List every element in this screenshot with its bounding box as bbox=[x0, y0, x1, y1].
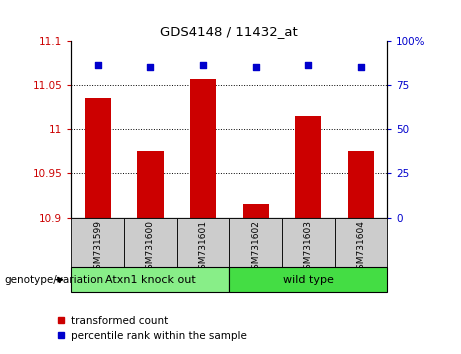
Point bbox=[94, 63, 101, 68]
Point bbox=[147, 64, 154, 70]
Bar bbox=[282, 218, 335, 267]
Bar bbox=[335, 218, 387, 267]
Bar bbox=[71, 267, 230, 292]
Text: GSM731603: GSM731603 bbox=[304, 220, 313, 275]
Text: wild type: wild type bbox=[283, 275, 334, 285]
Bar bbox=[348, 151, 374, 218]
Bar bbox=[124, 218, 177, 267]
Text: GSM731599: GSM731599 bbox=[93, 220, 102, 275]
Bar bbox=[242, 205, 269, 218]
Point bbox=[199, 63, 207, 68]
Point bbox=[305, 63, 312, 68]
Legend: transformed count, percentile rank within the sample: transformed count, percentile rank withi… bbox=[51, 312, 251, 345]
Bar bbox=[137, 151, 164, 218]
Text: genotype/variation: genotype/variation bbox=[5, 275, 104, 285]
Text: Atxn1 knock out: Atxn1 knock out bbox=[105, 275, 196, 285]
Text: GSM731601: GSM731601 bbox=[199, 220, 207, 275]
Bar bbox=[229, 218, 282, 267]
Bar bbox=[229, 267, 387, 292]
Point bbox=[357, 64, 365, 70]
Text: GSM731600: GSM731600 bbox=[146, 220, 155, 275]
Bar bbox=[295, 116, 321, 218]
Bar bbox=[177, 218, 229, 267]
Text: GSM731602: GSM731602 bbox=[251, 220, 260, 275]
Bar bbox=[85, 98, 111, 218]
Title: GDS4148 / 11432_at: GDS4148 / 11432_at bbox=[160, 25, 298, 38]
Text: GSM731604: GSM731604 bbox=[356, 220, 366, 275]
Point bbox=[252, 64, 260, 70]
Bar bbox=[71, 218, 124, 267]
Bar bbox=[190, 79, 216, 218]
